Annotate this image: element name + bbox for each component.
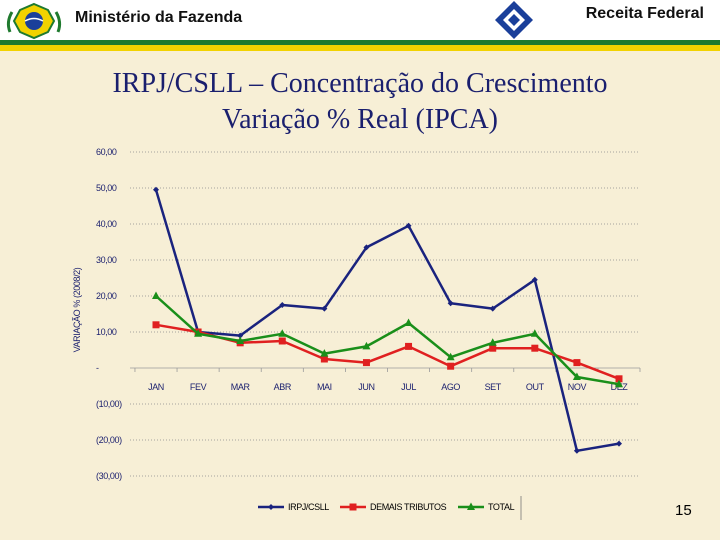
data-point — [573, 447, 580, 454]
data-point — [320, 349, 329, 357]
y-tick-label: (10,00) — [96, 399, 122, 409]
x-tick-label: SET — [485, 382, 502, 392]
legend-swatch-marker — [467, 502, 475, 510]
header-stripe-green — [0, 40, 720, 45]
data-point — [236, 336, 245, 344]
x-tick-label: FEV — [190, 382, 207, 392]
data-point — [362, 341, 371, 350]
y-tick-label: 60,00 — [96, 147, 117, 157]
y-axis-label: VARIAÇÃO % (2008/2) — [72, 267, 82, 352]
x-tick-label: JUL — [401, 382, 416, 392]
data-point — [152, 321, 160, 329]
data-point — [152, 291, 160, 299]
x-tick-label: AGO — [441, 382, 460, 392]
data-point — [404, 318, 413, 326]
data-point — [278, 337, 286, 345]
slide-title-line2: Variação % Real (IPCA) — [221, 104, 498, 135]
y-tick-label: 30,00 — [96, 255, 117, 265]
data-point — [362, 359, 370, 367]
ministry-title: Ministério da Fazenda — [75, 9, 243, 26]
receita-federal-emblem-icon — [495, 1, 533, 39]
x-tick-label: NOV — [568, 382, 587, 392]
receita-title: Receita Federal — [585, 5, 704, 22]
y-tick-label: 50,00 — [96, 183, 117, 193]
legend-label: IRPJ/CSLL — [288, 502, 329, 512]
legend-label: DEMAIS TRIBUTOS — [370, 502, 447, 512]
y-tick-label: 10,00 — [96, 327, 117, 337]
legend-label: TOTAL — [488, 502, 515, 512]
data-point — [194, 329, 203, 337]
data-point — [279, 302, 286, 308]
data-point — [447, 300, 454, 307]
x-tick-label: MAR — [231, 382, 251, 392]
series-line-2 — [155, 295, 620, 386]
y-tick-label: - — [96, 363, 99, 373]
data-point — [363, 244, 370, 251]
y-tick-label: (30,00) — [96, 471, 122, 481]
data-point — [615, 379, 623, 388]
y-tick-label: 40,00 — [96, 219, 117, 229]
data-point — [278, 329, 287, 337]
data-point — [616, 440, 622, 447]
data-point — [153, 186, 159, 193]
slide-title: IRPJ/CSLL – Concentração do Crescimento … — [0, 66, 720, 138]
data-point — [573, 359, 581, 367]
data-point — [447, 362, 455, 370]
data-point — [489, 305, 496, 312]
x-tick-label: JAN — [148, 382, 164, 392]
data-point — [320, 355, 328, 363]
legend-swatch-marker — [349, 503, 357, 511]
data-point — [531, 276, 538, 283]
data-point — [615, 375, 623, 383]
page-number: 15 — [675, 502, 692, 519]
data-point — [446, 352, 455, 361]
data-point — [530, 329, 539, 337]
series-line-0 — [154, 189, 620, 453]
brazil-coat-of-arms-icon — [6, 2, 62, 40]
data-point — [237, 332, 244, 339]
header-bar — [0, 0, 720, 44]
y-tick-label: (20,00) — [96, 435, 122, 445]
y-tick-label: 20,00 — [96, 291, 117, 301]
legend-swatch-marker — [268, 504, 274, 510]
data-point — [405, 222, 412, 229]
x-tick-label: ABR — [274, 382, 292, 392]
x-tick-label: MAI — [317, 382, 332, 392]
data-point — [489, 344, 497, 352]
header-stripe-yellow — [0, 45, 720, 51]
x-tick-label: OUT — [526, 382, 545, 392]
data-point — [405, 342, 413, 350]
data-point — [531, 344, 539, 352]
slide-title-line1: IRPJ/CSLL – Concentração do Crescimento — [112, 68, 608, 99]
data-point — [488, 338, 497, 346]
data-point — [572, 372, 581, 380]
x-tick-label: JUN — [358, 382, 374, 392]
data-point — [321, 305, 328, 312]
